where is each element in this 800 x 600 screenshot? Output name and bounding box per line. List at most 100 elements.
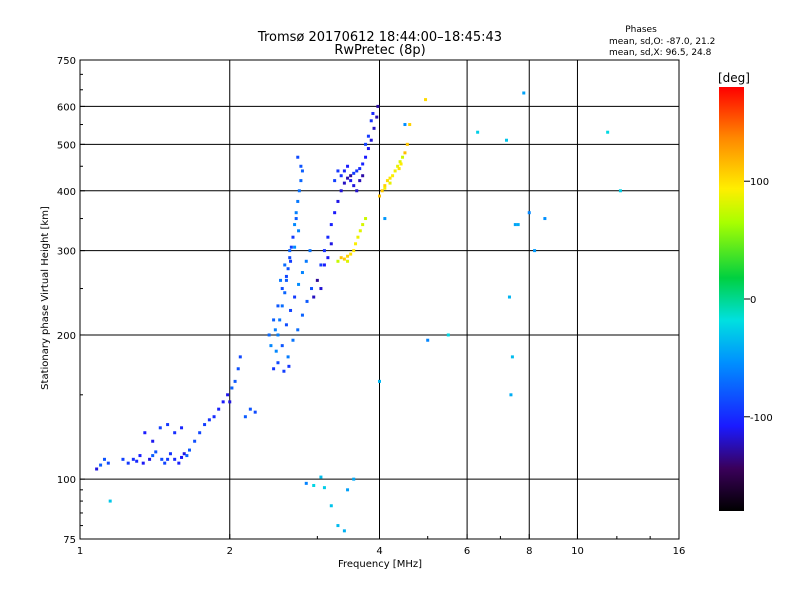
data-point [203, 423, 207, 427]
data-point [322, 249, 326, 253]
data-point [398, 160, 402, 164]
colorbar-label: [deg] [718, 71, 750, 85]
data-point [180, 426, 184, 430]
data-point [349, 252, 353, 256]
data-point [304, 481, 308, 485]
data-point [358, 229, 362, 233]
y-tick-label: 300 [57, 247, 76, 258]
data-point [243, 415, 247, 419]
data-point [358, 167, 362, 171]
data-point [160, 457, 164, 461]
data-point [504, 138, 508, 142]
x-axis: 1 2 4 6 8 10 16 [77, 534, 686, 557]
data-point [299, 179, 303, 183]
data-point [312, 295, 316, 299]
data-point [141, 461, 145, 465]
data-point [333, 211, 337, 215]
data-point [168, 452, 172, 456]
data-point [361, 223, 365, 227]
colorbar [719, 87, 744, 511]
data-point [342, 181, 346, 185]
data-point [226, 393, 230, 397]
data-point [319, 263, 323, 267]
data-point [248, 407, 252, 411]
data-point [364, 155, 368, 159]
data-point [326, 256, 330, 260]
y-tick-label: 500 [57, 140, 76, 151]
data-point [221, 400, 225, 404]
data-point [366, 147, 370, 151]
data-point [289, 259, 293, 263]
x-tick-label: 8 [526, 546, 532, 557]
x-tick-label: 4 [376, 546, 382, 557]
data-point [283, 291, 287, 295]
data-point [282, 369, 286, 373]
x-tick-label: 6 [464, 546, 470, 557]
data-point [342, 529, 346, 533]
data-point [329, 242, 333, 246]
data-point [364, 217, 368, 221]
data-point [99, 463, 103, 467]
data-point [207, 418, 211, 422]
data-point [173, 457, 177, 461]
data-points [95, 91, 622, 533]
data-point [336, 169, 340, 173]
data-point [288, 249, 292, 253]
data-point [297, 282, 301, 286]
data-point [507, 295, 511, 299]
data-point [185, 454, 189, 458]
data-point [342, 257, 346, 261]
data-point [187, 448, 191, 452]
data-point [293, 223, 297, 227]
data-point [300, 313, 304, 317]
data-point [322, 486, 326, 490]
data-point [289, 308, 293, 312]
data-point [158, 426, 162, 430]
data-point [148, 457, 152, 461]
data-point [163, 461, 167, 465]
data-point [274, 349, 278, 353]
data-point [143, 431, 147, 435]
data-point [516, 223, 520, 227]
data-point [230, 386, 234, 390]
data-point [401, 155, 405, 159]
x-tick-label: 10 [571, 546, 584, 557]
data-point [276, 333, 280, 337]
data-point [293, 245, 297, 249]
data-point [424, 98, 428, 102]
colorbar-ticks: 100 0 -100 [744, 177, 773, 424]
data-point [279, 278, 283, 282]
data-point [403, 123, 407, 127]
data-point [291, 338, 295, 342]
y-axis: 75 100 200 300 400 500 600 750 [57, 56, 85, 546]
data-point [383, 217, 387, 221]
data-point [217, 407, 221, 411]
data-point [543, 217, 547, 221]
data-point [376, 104, 380, 108]
data-point [151, 439, 155, 443]
data-point [238, 355, 242, 359]
x-tick-label: 16 [673, 546, 686, 557]
data-point [339, 256, 343, 260]
data-point [276, 304, 280, 308]
data-point [426, 338, 430, 342]
data-point [352, 249, 356, 253]
data-point [284, 274, 288, 278]
data-point [356, 235, 360, 239]
data-point [95, 467, 99, 471]
data-point [375, 115, 379, 119]
data-point [388, 176, 392, 180]
data-point [102, 457, 106, 461]
data-point [283, 263, 287, 267]
y-tick-label: 750 [57, 56, 76, 67]
data-point [352, 184, 356, 188]
chart-title: Tromsø 20170612 18:44:00–18:45:43 [257, 30, 502, 45]
data-point [287, 364, 291, 368]
colorbar-tick-label: -100 [750, 413, 773, 424]
data-point [280, 344, 284, 348]
data-point [212, 415, 216, 419]
data-point [349, 179, 353, 183]
data-point [278, 318, 282, 322]
data-point [369, 138, 373, 142]
data-point [272, 367, 276, 371]
